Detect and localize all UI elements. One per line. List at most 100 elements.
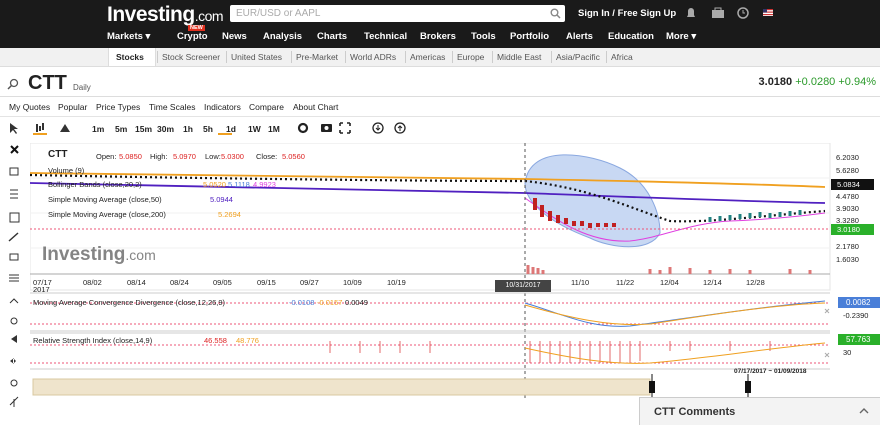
legend-bb-value: 4.9923 bbox=[253, 180, 276, 189]
legend-ohlc: 5.0560 bbox=[282, 152, 305, 161]
logo[interactable]: Investing.com bbox=[107, 3, 224, 27]
nav-item[interactable]: Analysis bbox=[263, 31, 303, 42]
price-axis-label: 1.6030 bbox=[836, 255, 859, 264]
timeframe[interactable]: 1M bbox=[268, 124, 280, 134]
interval: Daily bbox=[73, 83, 91, 92]
nav-item[interactable]: Tools bbox=[471, 31, 496, 42]
menu-item[interactable]: Compare bbox=[249, 102, 284, 112]
timeframe[interactable]: 5h bbox=[203, 124, 213, 134]
divider bbox=[0, 96, 880, 97]
sub-nav-item[interactable]: Europe bbox=[457, 52, 485, 62]
macd-title: Moving Average Convergence Divergence (c… bbox=[33, 298, 226, 307]
rsi-value: 46.558 bbox=[204, 336, 227, 345]
nav-item[interactable]: Education bbox=[608, 31, 654, 42]
sub-nav-item[interactable]: Middle East bbox=[497, 52, 542, 62]
menu-item[interactable]: About Chart bbox=[293, 102, 339, 112]
timeframe[interactable]: 1W bbox=[248, 124, 261, 134]
nav-item[interactable]: News bbox=[222, 31, 247, 42]
crosshair-date: 10/31/2017 bbox=[495, 280, 551, 292]
comments-title: CTT Comments bbox=[654, 406, 736, 418]
logo-text: Investing bbox=[107, 3, 195, 26]
sub-nav-item[interactable]: Stocks bbox=[116, 52, 144, 62]
price-axis-label: 5.6280 bbox=[836, 166, 859, 175]
time-axis-label: 12/14 bbox=[703, 278, 722, 287]
time-axis-label: 09/27 bbox=[300, 278, 319, 287]
macd-axis: -0.2390 bbox=[843, 311, 869, 320]
sub-nav-item[interactable]: World ADRs bbox=[350, 52, 397, 62]
sub-nav-item[interactable]: Stock Screener bbox=[162, 52, 221, 62]
comments-panel[interactable]: CTT Comments bbox=[639, 397, 880, 425]
search-placeholder: EUR/USD or AAPL bbox=[236, 8, 321, 19]
sub-nav-separator bbox=[291, 51, 292, 63]
price-axis-label: 6.2030 bbox=[836, 153, 859, 162]
legend-ohlc: 5.0850 bbox=[119, 152, 142, 161]
price-axis-label: 3.9030 bbox=[836, 204, 859, 213]
price-axis-label: 2.1780 bbox=[836, 242, 859, 251]
rsi-axis: 30 bbox=[843, 348, 852, 357]
header-icons bbox=[687, 7, 773, 19]
menu-item[interactable]: Time Scales bbox=[149, 102, 196, 112]
sub-nav-item[interactable]: Asia/Pacific bbox=[556, 52, 600, 62]
search-box[interactable]: EUR/USD or AAPL bbox=[230, 5, 565, 22]
nav-item[interactable]: Brokers bbox=[420, 31, 456, 42]
nav-item[interactable]: More ▾ bbox=[666, 31, 697, 42]
time-axis-label: 09/05 bbox=[213, 278, 232, 287]
price-axis-label: 3.0180 bbox=[831, 224, 874, 235]
search-symbol-icon[interactable] bbox=[6, 78, 20, 92]
sub-nav-separator bbox=[606, 51, 607, 63]
nav-item[interactable]: Portfolio bbox=[510, 31, 550, 42]
macd-value: -0.0108 bbox=[289, 298, 315, 307]
change-pct: +0.94% bbox=[838, 76, 876, 88]
watermark-suffix: .com bbox=[125, 247, 156, 263]
menu-item[interactable]: My Quotes bbox=[9, 102, 51, 112]
search-icon bbox=[550, 8, 561, 19]
timeframe[interactable]: 1m bbox=[92, 124, 105, 134]
menu-item[interactable]: Price Types bbox=[96, 102, 141, 112]
nav-item[interactable]: Crypto bbox=[177, 31, 208, 42]
collapse-icon[interactable] bbox=[859, 407, 869, 415]
logo-suffix: .com bbox=[194, 8, 224, 24]
legend-sma200-value: 5.2694 bbox=[218, 210, 241, 219]
price-axis-label: 3.3280 bbox=[836, 216, 859, 225]
timeframe[interactable]: 30m bbox=[157, 124, 175, 134]
timeframe[interactable]: 1d bbox=[226, 124, 236, 134]
sub-nav-separator bbox=[492, 51, 493, 63]
toolbar-icons-right bbox=[339, 122, 406, 134]
sub-nav-separator bbox=[226, 51, 227, 63]
sub-nav-item[interactable]: Americas bbox=[410, 52, 446, 62]
chart-area bbox=[30, 143, 831, 398]
menu-item[interactable]: Indicators bbox=[204, 102, 241, 112]
time-axis-label: 10/19 bbox=[387, 278, 406, 287]
sign-in[interactable]: Sign In / Free Sign Up bbox=[578, 8, 677, 19]
sub-nav-item[interactable]: Pre-Market bbox=[296, 52, 339, 62]
legend-ohlc: High: bbox=[150, 152, 168, 161]
sub-nav-bar bbox=[0, 48, 880, 67]
sub-nav-separator bbox=[405, 51, 406, 63]
price: 3.0180 bbox=[758, 76, 793, 88]
time-axis-label: 09/15 bbox=[257, 278, 276, 287]
nav-item[interactable]: Technical bbox=[364, 31, 408, 42]
sub-nav-item[interactable]: United States bbox=[231, 52, 283, 62]
time-axis-label: 11/10 bbox=[571, 278, 590, 287]
legend-sma50-value: 5.0944 bbox=[210, 195, 233, 204]
timeframe[interactable]: 1h bbox=[183, 124, 193, 134]
sub-nav-item[interactable]: Africa bbox=[611, 52, 633, 62]
timeframe[interactable]: 5m bbox=[115, 124, 128, 134]
nav-item[interactable]: Markets ▾ bbox=[107, 31, 151, 42]
time-axis-label: 08/14 bbox=[127, 278, 146, 287]
rsi-axis: 57.763 bbox=[838, 334, 880, 345]
menu-item[interactable]: Popular bbox=[58, 102, 88, 112]
time-axis-label: 12/04 bbox=[660, 278, 679, 287]
time-axis-label: 08/24 bbox=[170, 278, 189, 287]
time-axis-label: 12/28 bbox=[746, 278, 765, 287]
navigator-range: 07/17/2017 ~ 01/09/2018 bbox=[734, 368, 807, 375]
nav-item[interactable]: Alerts bbox=[566, 31, 593, 42]
legend-bb-value: 5.1118 bbox=[228, 180, 250, 189]
quote: 3.0180 +0.0280 +0.94% bbox=[759, 76, 876, 88]
timeframe[interactable]: 15m bbox=[135, 124, 153, 134]
nav-item[interactable]: Charts bbox=[317, 31, 348, 42]
watermark: Investing.com bbox=[42, 244, 156, 266]
legend-volume: Volume (9) bbox=[48, 166, 85, 175]
legend-ohlc: Low: bbox=[205, 152, 221, 161]
